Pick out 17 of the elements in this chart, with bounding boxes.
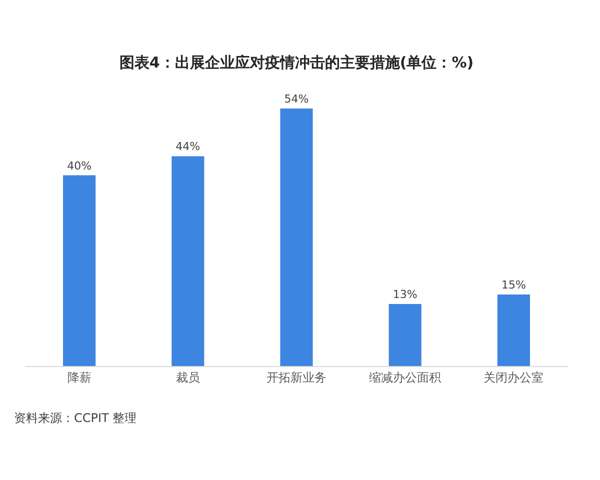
x-tick-label: 裁员 xyxy=(176,370,200,384)
data-label: 40% xyxy=(67,159,92,172)
bar xyxy=(280,108,313,366)
data-label: 13% xyxy=(392,288,418,302)
data-label: 54% xyxy=(284,92,309,106)
data-label: 44% xyxy=(176,140,200,154)
bar xyxy=(497,294,530,366)
data-label: 15% xyxy=(501,278,526,292)
bar xyxy=(388,304,422,366)
bar xyxy=(63,175,96,366)
text: 资料来源：CCPIT 整理 xyxy=(14,411,137,425)
x-tick-label: 降薪 xyxy=(67,370,92,384)
chart-title: 图表4：出展企业应对疫情冲击的主要措施(单位：%) xyxy=(119,53,474,72)
x-tick-label: 缩减办公面积 xyxy=(369,370,442,384)
x-tick-label: 开拓新业务 xyxy=(266,370,326,384)
bar xyxy=(172,156,204,366)
x-tick-label: 关闭办公室 xyxy=(484,370,544,384)
